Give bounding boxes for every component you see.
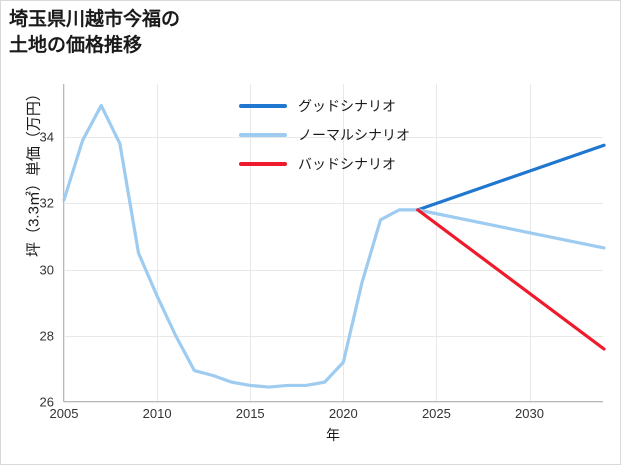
y-tick-label: 32 [39, 195, 54, 211]
gridline-vertical [529, 84, 531, 401]
legend-item[interactable]: ノーマルシナリオ [239, 120, 449, 149]
plot-area: 2005 2010 2015 2020 2025 2030 26 28 30 32 34 [40, 84, 606, 421]
x-tick-label: 2025 [421, 406, 451, 421]
series-lines [62, 103, 606, 389]
x-tick-label: 2020 [328, 406, 358, 421]
x-axis-label: 年 [326, 427, 340, 443]
gridline-vertical [436, 84, 438, 401]
legend-item[interactable]: バッドシナリオ [239, 149, 449, 178]
x-tick-label: 2005 [49, 406, 79, 421]
gridline-horizontal [64, 402, 603, 403]
series-line [416, 143, 606, 212]
legend-color-swatch [239, 161, 287, 166]
gridline-vertical [157, 84, 159, 401]
gridline-horizontal [64, 269, 603, 271]
chart-title: 埼玉県川越市今福の 土地の価格推移 [9, 9, 181, 56]
y-tick-label: 28 [39, 328, 54, 344]
x-tick-label: 2010 [142, 406, 172, 421]
y-tick-label: 34 [39, 129, 54, 145]
legend-label: バッドシナリオ [298, 155, 396, 172]
y-tick-label: 26 [39, 394, 54, 410]
legend-item[interactable]: グッドシナリオ [239, 91, 449, 120]
y-tick-label: 30 [39, 262, 54, 277]
x-tick-label: 2030 [515, 406, 544, 421]
legend-color-swatch [239, 103, 287, 108]
legend-label: ノーマルシナリオ [298, 126, 410, 143]
series-line [416, 208, 606, 351]
x-tick-label: 2015 [235, 406, 265, 421]
series-line [62, 103, 606, 389]
gridline-horizontal [64, 203, 603, 205]
legend-color-swatch [239, 132, 287, 137]
gridline-vertical [343, 84, 345, 401]
chart-legend: グッドシナリオ ノーマルシナリオ バッドシナリオ [239, 91, 449, 178]
gridline-vertical [64, 84, 65, 401]
gridline-vertical [250, 84, 252, 401]
legend-label: グッドシナリオ [298, 97, 396, 114]
gridline-horizontal [64, 137, 603, 138]
gridline-horizontal [64, 335, 603, 337]
